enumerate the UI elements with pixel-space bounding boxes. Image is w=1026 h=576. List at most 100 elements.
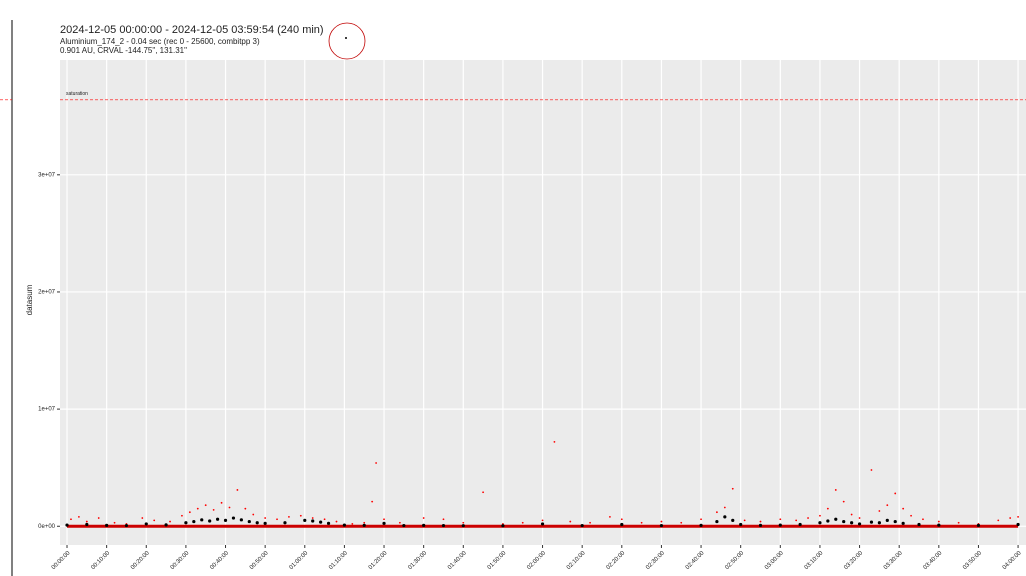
subtitle: 0.901 AU, CRVAL -144.75", 131.31" xyxy=(60,46,187,55)
point xyxy=(323,518,326,521)
point xyxy=(169,520,171,523)
point xyxy=(236,489,239,491)
x-tick-label: 03:20:00 xyxy=(843,550,864,571)
x-tick-label: 00:50:00 xyxy=(249,550,270,571)
point xyxy=(723,515,727,519)
point xyxy=(371,500,374,503)
point xyxy=(680,521,683,524)
point xyxy=(758,523,763,527)
x-tick-label: 03:30:00 xyxy=(883,550,904,571)
point xyxy=(276,518,278,521)
point xyxy=(247,519,251,524)
x-tick-label: 02:30:00 xyxy=(645,550,666,571)
point xyxy=(335,520,338,523)
point xyxy=(264,517,267,519)
point xyxy=(442,518,445,521)
point xyxy=(228,506,231,509)
point xyxy=(70,518,72,521)
x-tick-label: 03:40:00 xyxy=(923,550,944,571)
sun-icon xyxy=(328,22,366,60)
point xyxy=(78,515,80,518)
point xyxy=(239,518,243,522)
point xyxy=(398,521,401,524)
point xyxy=(541,519,544,522)
point xyxy=(422,517,425,519)
point xyxy=(215,517,220,521)
x-tick-label: 04:00:00 xyxy=(1002,550,1023,571)
y-tick-label: 2e+07 xyxy=(38,290,56,296)
point xyxy=(85,522,89,527)
x-tick-label: 01:30:00 xyxy=(407,550,428,571)
x-tick-label: 00:00:00 xyxy=(51,550,72,571)
point xyxy=(342,523,347,527)
point xyxy=(850,513,853,516)
point xyxy=(901,521,905,525)
x-tick-label: 03:10:00 xyxy=(804,550,825,571)
point xyxy=(1016,522,1020,527)
point xyxy=(957,521,960,524)
point xyxy=(181,514,183,517)
point xyxy=(124,523,129,528)
point xyxy=(857,522,862,526)
point xyxy=(640,521,643,524)
point xyxy=(910,514,912,517)
point xyxy=(184,521,188,525)
point xyxy=(188,511,191,514)
y-axis-label: datasum xyxy=(25,284,34,315)
point xyxy=(192,519,196,524)
point xyxy=(204,504,207,507)
point xyxy=(716,511,718,514)
point xyxy=(97,517,100,519)
point xyxy=(976,523,981,527)
point xyxy=(834,517,838,521)
point xyxy=(303,518,307,522)
point xyxy=(1017,515,1019,518)
point xyxy=(620,518,623,521)
point xyxy=(743,519,746,522)
y-tick-label: 1e+07 xyxy=(38,407,56,413)
point xyxy=(818,521,822,525)
point xyxy=(715,519,719,524)
point xyxy=(826,519,830,523)
point xyxy=(842,519,846,524)
x-tick-label: 02:50:00 xyxy=(724,550,745,571)
point xyxy=(220,501,223,504)
sun-point xyxy=(345,37,347,39)
point xyxy=(700,518,702,521)
point xyxy=(869,520,874,524)
point xyxy=(819,514,821,517)
x-tick-label: 01:10:00 xyxy=(328,550,349,571)
point xyxy=(937,520,940,523)
point xyxy=(609,515,611,518)
point xyxy=(501,524,505,528)
x-tick-label: 02:40:00 xyxy=(685,550,706,571)
x-tick-label: 02:00:00 xyxy=(526,550,547,571)
point xyxy=(1009,517,1012,519)
annotation: saturation xyxy=(66,91,88,97)
point xyxy=(858,517,861,519)
x-tick-label: 01:20:00 xyxy=(368,550,389,571)
point xyxy=(731,487,734,490)
point xyxy=(208,519,212,523)
point xyxy=(778,523,782,527)
point xyxy=(660,520,663,523)
point xyxy=(795,519,798,522)
point xyxy=(569,520,572,523)
point xyxy=(402,523,406,528)
point xyxy=(113,521,116,524)
point xyxy=(164,523,168,527)
point xyxy=(85,520,88,523)
x-tick-label: 02:20:00 xyxy=(606,550,627,571)
point xyxy=(200,518,204,522)
point xyxy=(252,513,255,516)
point xyxy=(834,489,837,491)
point xyxy=(779,518,782,521)
point xyxy=(521,521,524,524)
point xyxy=(144,522,148,526)
point xyxy=(462,521,465,524)
point xyxy=(759,520,762,523)
y-tick-label: 3e+07 xyxy=(38,172,56,178)
point xyxy=(870,469,873,471)
point xyxy=(917,522,921,527)
